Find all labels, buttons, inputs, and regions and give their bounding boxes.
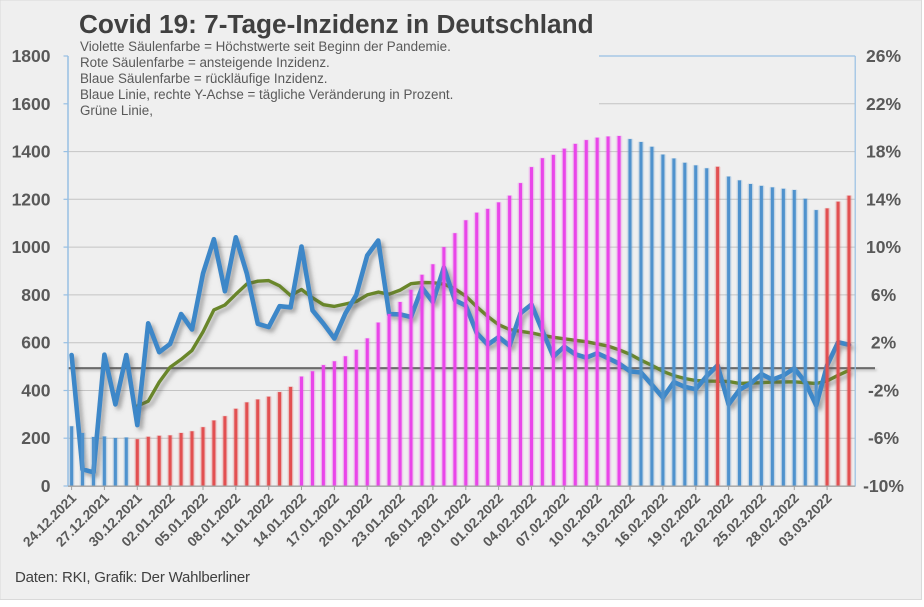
svg-text:600: 600 <box>21 333 50 353</box>
svg-text:1200: 1200 <box>12 189 51 209</box>
svg-text:-2%: -2% <box>868 381 900 401</box>
svg-text:26%: 26% <box>866 46 901 66</box>
svg-text:Daten: RKI, Grafik: Der Wahlbe: Daten: RKI, Grafik: Der Wahlberliner <box>15 569 250 586</box>
svg-text:Grüne Linie,: Grüne Linie, <box>80 103 153 118</box>
svg-text:800: 800 <box>21 285 50 305</box>
svg-text:0: 0 <box>41 476 51 496</box>
svg-text:1600: 1600 <box>12 94 51 114</box>
svg-text:Covid 19: 7-Tage-Inzidenz in D: Covid 19: 7-Tage-Inzidenz in Deutschland <box>79 9 594 39</box>
svg-text:Rote Säulenfarbe = ansteigende: Rote Säulenfarbe = ansteigende Inzidenz. <box>80 55 330 70</box>
svg-text:18%: 18% <box>866 142 901 162</box>
svg-text:-6%: -6% <box>868 428 900 448</box>
svg-text:14%: 14% <box>866 189 901 209</box>
svg-text:1400: 1400 <box>12 142 51 162</box>
svg-text:Violette Säulenfarbe = Höchstw: Violette Säulenfarbe = Höchstwerte seit … <box>80 39 451 54</box>
svg-text:22%: 22% <box>866 94 901 114</box>
svg-text:10%: 10% <box>866 237 901 257</box>
svg-text:2%: 2% <box>871 333 897 353</box>
svg-text:1000: 1000 <box>12 237 51 257</box>
svg-text:Blaue Säulenfarbe = rückläufig: Blaue Säulenfarbe = rückläufige Inzidenz… <box>80 71 328 86</box>
svg-text:6%: 6% <box>871 285 897 305</box>
svg-text:200: 200 <box>21 428 50 448</box>
svg-text:1800: 1800 <box>12 46 51 66</box>
svg-text:Blaue Linie, rechte Y-Achse =: Blaue Linie, rechte Y-Achse = tägliche V… <box>80 87 453 102</box>
svg-text:400: 400 <box>21 381 50 401</box>
svg-text:-10%: -10% <box>863 476 904 496</box>
